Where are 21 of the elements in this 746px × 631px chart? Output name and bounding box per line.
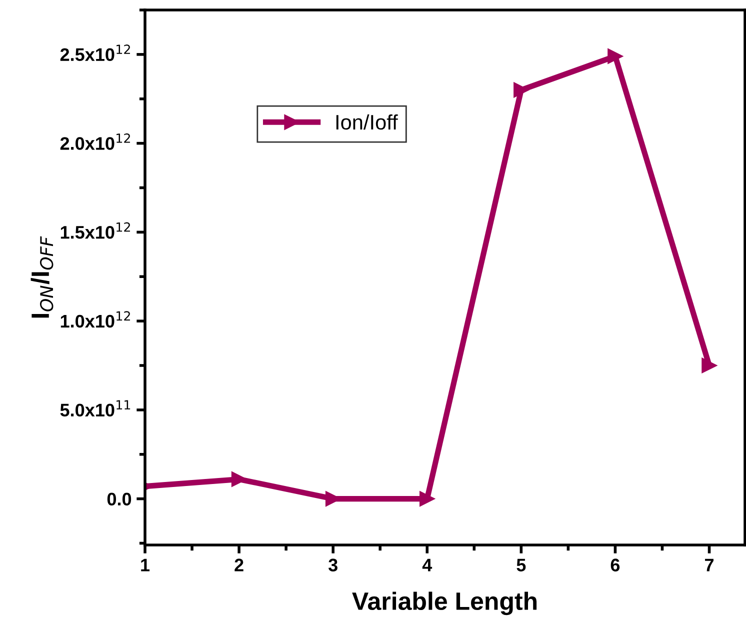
point [514,82,529,98]
x-tick-label: 6 [610,558,620,572]
x-tick-label: 3 [328,558,338,572]
y-tick-label: 0.0 [107,492,132,506]
y-axis-title: I$_{ON}$/I$_{OFF}$ [30,236,54,318]
y-tick-label: 1.0x10$^{12}$ [60,311,130,328]
x-axis-title: Variable Length [352,592,537,616]
point [608,48,623,64]
x-tick-label: 5 [516,558,526,572]
legend-label: Ion/Ioff [336,114,398,130]
y-tick-label: 2.0x10$^{12}$ [60,133,130,150]
y-tick-label: 2.5x10$^{12}$ [60,44,130,62]
y-tick-label: 5.0x10$^{11}$ [60,400,130,417]
point [702,358,717,374]
x-tick-label: 4 [422,558,432,572]
point [419,491,435,506]
point [231,472,247,487]
x-tick-label: 7 [705,558,714,572]
x-tick-label: 1 [141,558,150,572]
x-tick-label: 2 [234,558,244,572]
y-tick-label: 1.5x10$^{12}$ [60,222,130,239]
